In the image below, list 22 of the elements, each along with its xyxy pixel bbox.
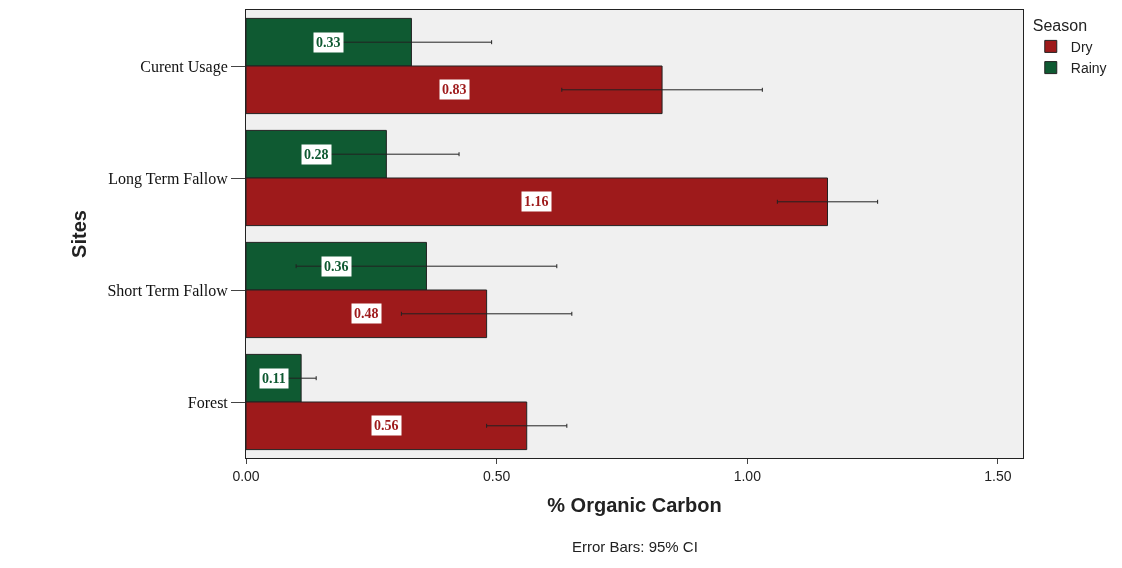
y-axis-title: Sites bbox=[67, 210, 90, 258]
y-tick-label: Short Term Fallow bbox=[107, 281, 229, 299]
legend-label: Rainy bbox=[1070, 60, 1107, 77]
data-label: 0.83 bbox=[442, 82, 467, 97]
legend-title: Season bbox=[1032, 16, 1088, 34]
data-label: 0.36 bbox=[324, 259, 349, 274]
data-label: 0.33 bbox=[316, 35, 341, 50]
data-label: 0.11 bbox=[262, 371, 286, 386]
x-tick-label: 1.50 bbox=[984, 467, 1012, 484]
data-label: 0.56 bbox=[374, 418, 399, 433]
data-label: 0.48 bbox=[354, 306, 379, 321]
x-tick-label: 1.00 bbox=[733, 467, 762, 484]
data-label: 0.28 bbox=[304, 147, 329, 162]
text: Error Bars: 95% CI bbox=[572, 538, 698, 555]
y-tick-label: Forest bbox=[187, 393, 229, 411]
x-axis-title: % Organic Carbon bbox=[547, 494, 722, 517]
data-label: 1.16 bbox=[524, 194, 549, 209]
y-tick-label: Long Term Fallow bbox=[108, 169, 229, 188]
x-tick-label: 0.50 bbox=[483, 467, 511, 484]
legend-label: Dry bbox=[1070, 38, 1093, 55]
x-tick-label: 0.00 bbox=[232, 467, 260, 484]
y-tick-label: Curent Usage bbox=[140, 57, 228, 76]
